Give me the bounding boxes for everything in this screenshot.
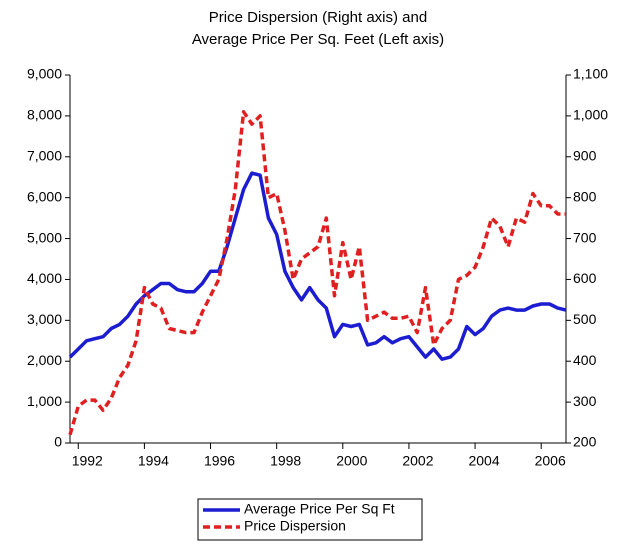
x-tick-label: 2002 <box>402 453 433 469</box>
legend-label: Average Price Per Sq Ft <box>244 501 395 517</box>
y2-tick-label: 400 <box>573 352 597 368</box>
x-tick-label: 2006 <box>535 453 566 469</box>
series-line <box>68 171 567 361</box>
y-tick-label: 3,000 <box>27 311 62 327</box>
x-tick-label: 2004 <box>468 453 499 469</box>
y-tick-label: 2,000 <box>27 352 62 368</box>
y-tick-label: 8,000 <box>27 107 62 123</box>
y2-tick-label: 900 <box>573 147 597 163</box>
y2-tick-label: 600 <box>573 270 597 286</box>
y-tick-label: 7,000 <box>27 147 62 163</box>
legend-label: Price Dispersion <box>244 518 346 534</box>
x-tick-label: 1994 <box>138 453 169 469</box>
chart-title: Average Price Per Sq. Feet (Left axis) <box>192 31 444 48</box>
series-line <box>68 110 566 436</box>
y-tick-label: 9,000 <box>27 66 62 82</box>
legend-box <box>197 498 423 541</box>
x-tick-label: 2000 <box>336 453 367 469</box>
y2-tick-label: 700 <box>573 229 597 245</box>
y2-tick-label: 200 <box>573 434 597 450</box>
y-tick-label: 4,000 <box>27 270 62 286</box>
y-tick-label: 5,000 <box>27 229 62 245</box>
y2-tick-label: 1,000 <box>573 107 608 123</box>
y2-tick-label: 300 <box>573 393 597 409</box>
y-tick-label: 6,000 <box>27 188 62 204</box>
y2-tick-label: 500 <box>573 311 597 327</box>
y2-tick-label: 800 <box>573 188 597 204</box>
y2-tick-label: 1,100 <box>573 66 608 82</box>
x-tick-label: 1998 <box>270 453 301 469</box>
chart-title: Price Dispersion (Right axis) and <box>209 9 427 26</box>
y-tick-label: 0 <box>54 434 62 450</box>
y-tick-label: 1,000 <box>27 393 62 409</box>
x-tick-label: 1996 <box>204 453 235 469</box>
x-tick-label: 1992 <box>72 453 103 469</box>
